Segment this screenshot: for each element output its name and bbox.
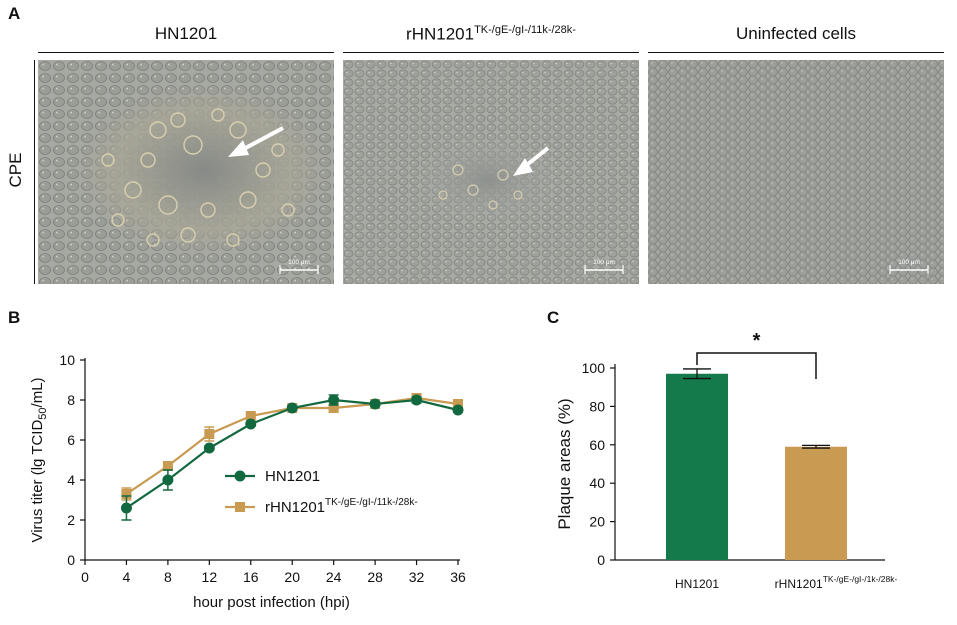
column-title-uninfected: Uninfected cells — [735, 24, 856, 43]
y-tick-label: 10 — [59, 352, 75, 368]
row-label-cpe: CPE — [6, 152, 25, 188]
x-tick-label-text: HN1201 — [675, 577, 719, 591]
y-tick-label: 0 — [597, 552, 605, 568]
y-axis-label-part: Virus titer (lg TCID — [29, 420, 46, 543]
bar-chart-plaque-areas: 0 20 40 60 80 100 Plaque areas (%) HN1201 rHN120… — [555, 330, 898, 591]
data-point — [328, 403, 339, 413]
y-axis-label-part: /mL) — [29, 377, 46, 407]
column-rule — [648, 52, 944, 53]
legend-label-superscript: TK-/gE-/gI-/11k-/28k- — [325, 497, 418, 508]
x-tick-label: 0 — [81, 569, 89, 585]
x-tick-label-superscript: TK-/gE-/gI-/1k-/28k- — [823, 574, 898, 584]
y-tick-label: 20 — [589, 514, 605, 530]
y-tick-label: 40 — [589, 475, 605, 491]
scale-bar-label: 100 μm — [898, 259, 920, 266]
x-axis-label: hour post infection (hpi) — [193, 594, 350, 611]
bar — [785, 446, 847, 560]
data-point — [453, 399, 463, 409]
micrograph-hn1201: 100 μm — [38, 60, 334, 284]
y-axis-label: Virus titer (lg TCID50/mL) — [29, 377, 49, 542]
column-title-rhn1201: rHN1201TK-/gE-/gI-/11k-/28k- — [406, 24, 576, 44]
x-tick-label: 32 — [409, 569, 425, 585]
bar — [666, 373, 728, 560]
x-tick-label: 24 — [326, 569, 342, 585]
legend-marker — [234, 470, 246, 482]
x-tick-label: 12 — [202, 569, 218, 585]
data-point — [121, 489, 132, 499]
data-point — [120, 502, 132, 514]
legend-label-text: rHN1201 — [265, 499, 325, 516]
legend-marker — [235, 502, 245, 512]
data-point — [286, 402, 298, 414]
scale-bar-label: 100 μm — [593, 259, 615, 266]
data-point — [369, 398, 381, 410]
x-tick-label: 8 — [164, 569, 172, 585]
y-tick-label: 80 — [589, 398, 605, 414]
significance-bracket — [696, 352, 817, 379]
panel-b-letter: B — [8, 308, 21, 327]
y-tick-label: 60 — [589, 437, 605, 453]
scale-bar-label: 100 μm — [288, 259, 310, 266]
y-tick-label: 4 — [67, 472, 75, 488]
x-tick-label-text: rHN1201 — [775, 577, 823, 591]
y-tick-label: 8 — [67, 392, 75, 408]
y-tick-label: 0 — [67, 552, 75, 568]
y-axis-label-subscript: 50 — [37, 407, 49, 419]
arrow-icon — [513, 146, 550, 176]
significance-marker: * — [753, 330, 761, 352]
row-rule — [34, 60, 35, 284]
data-point — [452, 404, 464, 416]
y-axis-label: Plaque areas (%) — [555, 398, 574, 529]
legend-label-text: HN1201 — [265, 468, 320, 485]
column-rule — [343, 52, 639, 53]
data-point — [245, 418, 257, 430]
x-tick-label: 36 — [450, 569, 466, 585]
x-tick-label: 28 — [367, 569, 383, 585]
x-tick-label: 20 — [284, 569, 300, 585]
data-point — [328, 394, 340, 406]
panel-c-letter: C — [547, 308, 560, 327]
data-point — [162, 474, 174, 486]
data-point — [245, 411, 256, 421]
y-tick-label: 100 — [582, 360, 606, 376]
micrograph-rhn1201: 100 μm — [343, 60, 639, 284]
arrow-icon — [228, 126, 284, 157]
x-tick-label: rHN1201TK-/gE-/gI-/1k-/28k- — [775, 574, 898, 591]
data-point — [411, 394, 423, 406]
panel-a-letter: A — [8, 4, 21, 23]
x-tick-label: 4 — [123, 569, 131, 585]
column-rule — [38, 52, 334, 53]
y-tick-label: 2 — [67, 512, 75, 528]
data-point — [203, 442, 215, 454]
column-title-hn1201: HN1201 — [154, 24, 218, 43]
series-line-hn1201 — [125, 398, 459, 509]
legend-label: rHN1201TK-/gE-/gI-/11k-/28k- — [265, 497, 418, 516]
micrograph-uninfected: 100 μm — [648, 60, 944, 284]
y-tick-label: 6 — [67, 432, 75, 448]
data-point — [204, 429, 215, 439]
x-tick-label: HN1201 — [675, 577, 719, 591]
legend-label: HN1201 — [265, 468, 320, 485]
x-tick-label: 16 — [243, 569, 259, 585]
data-point — [162, 461, 173, 471]
